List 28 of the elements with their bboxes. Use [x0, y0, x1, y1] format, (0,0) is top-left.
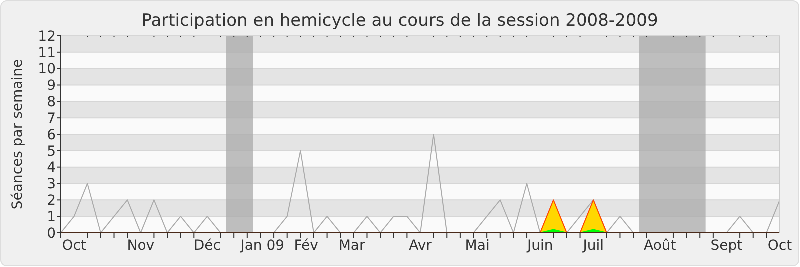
y-tick-label: 0 [47, 226, 56, 242]
x-tick-label: Août [644, 238, 677, 254]
x-tick-label: Juil [582, 238, 604, 254]
x-tick-label: Oct [62, 238, 87, 254]
y-tick-label: 11 [38, 45, 56, 62]
x-tick-label: Mar [338, 238, 366, 254]
y-axis-title: Séances par semaine [10, 59, 26, 210]
x-tick-label: Jan 09 [240, 238, 285, 254]
y-tick-label: 3 [47, 176, 56, 193]
y-tick-label: 6 [47, 127, 56, 144]
y-tick-label: 5 [47, 144, 56, 160]
x-tick-label: Nov [127, 238, 155, 254]
x-tick-label: Fév [294, 238, 318, 254]
chart-title: Participation en hemicycle au cours de la session 2008-2009 [142, 11, 658, 31]
x-tick-label: Mai [465, 238, 490, 254]
x-tick-label: Sept [710, 238, 744, 254]
y-tick-label: 4 [47, 160, 56, 176]
y-tick-label: 8 [47, 94, 56, 111]
y-tick-label: 2 [47, 193, 56, 210]
x-tick-label: Déc [194, 238, 222, 254]
y-tick-label: 1 [47, 209, 56, 226]
x-tick-label: Juin [526, 238, 554, 254]
y-tick-label: 10 [38, 62, 56, 78]
y-tick-label: 9 [47, 78, 56, 94]
x-tick-label: Oct [768, 238, 793, 254]
y-tick-label: 7 [47, 110, 56, 127]
y-tick-label: 12 [38, 28, 56, 45]
x-tick-label: Avr [409, 238, 432, 254]
